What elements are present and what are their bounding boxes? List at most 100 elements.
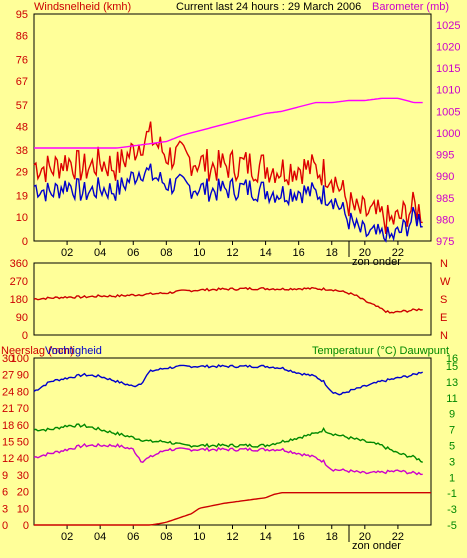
humidity-line bbox=[33, 364, 423, 396]
hum-y-tick-50: 50 bbox=[17, 437, 29, 449]
rain-y-tick-27: 27 bbox=[2, 370, 14, 382]
baro-y-tick-1015: 1015 bbox=[436, 63, 460, 75]
humidity-axis-title: Vochtigheid bbox=[45, 345, 102, 357]
temp-y-tick-15: 15 bbox=[446, 361, 458, 373]
baro-y-tick-1000: 1000 bbox=[436, 128, 460, 140]
hum-y-tick-40: 40 bbox=[17, 453, 29, 465]
wind-plot-frame bbox=[33, 13, 432, 242]
hum-y-tick-90: 90 bbox=[17, 370, 29, 382]
dir-compass-3: E bbox=[440, 312, 447, 324]
chart-title: Current last 24 hours : 29 March 2006 bbox=[176, 1, 361, 13]
x-tick-label-hum-02: 02 bbox=[61, 531, 73, 543]
hum-y-tick-0: 0 bbox=[23, 520, 29, 532]
baro-y-tick-990: 990 bbox=[436, 171, 454, 183]
sunset-label-bottom: zon onder bbox=[352, 540, 401, 552]
wind-y-tick-95: 95 bbox=[16, 9, 28, 21]
dir-y-tick-90: 90 bbox=[16, 312, 28, 324]
hum-y-tick-20: 20 bbox=[17, 487, 29, 499]
hum-y-tick-10: 10 bbox=[17, 503, 29, 515]
dewpoint-line bbox=[33, 442, 423, 476]
baro-y-tick-995: 995 bbox=[436, 150, 454, 162]
x-tick-label-wind-04: 04 bbox=[94, 247, 106, 259]
dir-y-tick-270: 270 bbox=[10, 276, 28, 288]
hum-y-tick-30: 30 bbox=[17, 470, 29, 482]
x-tick-label-hum-16: 16 bbox=[293, 531, 305, 543]
barometer-axis-title: Barometer (mb) bbox=[372, 1, 449, 13]
wind-y-tick-57: 57 bbox=[16, 100, 28, 112]
rain-line bbox=[34, 492, 431, 526]
x-tick-label-hum-20: 20 bbox=[359, 531, 371, 543]
x-tick-label-wind-06: 06 bbox=[127, 247, 139, 259]
wind-axis-title: Windsnelheid (kmh) bbox=[34, 1, 131, 13]
dir-compass-1: W bbox=[440, 276, 451, 288]
rain-y-tick-3: 3 bbox=[2, 503, 8, 515]
wind-y-tick-48: 48 bbox=[16, 121, 28, 133]
temp-y-tick-13: 13 bbox=[446, 377, 458, 389]
dir-y-tick-180: 180 bbox=[10, 294, 28, 306]
temperature-line bbox=[33, 423, 423, 463]
hum-y-tick-80: 80 bbox=[17, 386, 29, 398]
rain-y-tick-18: 18 bbox=[2, 420, 14, 432]
rain-y-tick-21: 21 bbox=[2, 403, 14, 415]
wind-y-tick-76: 76 bbox=[16, 54, 28, 66]
temp-y-tick-11: 11 bbox=[446, 393, 457, 405]
x-tick-label-hum-14: 14 bbox=[259, 531, 271, 543]
baro-y-tick-980: 980 bbox=[436, 214, 454, 226]
baro-y-tick-1020: 1020 bbox=[436, 41, 460, 53]
rain-axis-title: Neerslag (mm) bbox=[1, 345, 74, 357]
x-tick-label-hum-18: 18 bbox=[326, 531, 338, 543]
wind-y-tick-19: 19 bbox=[16, 191, 28, 203]
temp-y-tick--5: -5 bbox=[447, 520, 457, 532]
x-tick-label-wind-18: 18 bbox=[326, 247, 338, 259]
rain-y-tick-9: 9 bbox=[2, 470, 8, 482]
baro-y-tick-1010: 1010 bbox=[436, 85, 460, 97]
rain-y-tick-24: 24 bbox=[2, 386, 14, 398]
dir-compass-2: S bbox=[440, 294, 447, 306]
baro-y-tick-985: 985 bbox=[436, 193, 454, 205]
x-tick-label-wind-22: 22 bbox=[392, 247, 404, 259]
baro-y-tick-1025: 1025 bbox=[436, 20, 460, 32]
x-tick-label-hum-04: 04 bbox=[94, 531, 106, 543]
temp-y-tick-5: 5 bbox=[449, 440, 455, 452]
wind-direction-line bbox=[33, 286, 423, 314]
wind-y-tick-10: 10 bbox=[16, 212, 28, 224]
temp-y-tick--3: -3 bbox=[447, 504, 457, 516]
hum-y-tick-100: 100 bbox=[11, 353, 29, 365]
temp-y-tick-16: 16 bbox=[446, 353, 458, 365]
wind-y-tick-38: 38 bbox=[16, 145, 28, 157]
rain-y-tick-30: 30 bbox=[2, 353, 14, 365]
x-tick-label-hum-22: 22 bbox=[392, 531, 404, 543]
barometer-line bbox=[34, 97, 423, 149]
wind-y-tick-86: 86 bbox=[16, 31, 28, 43]
hum-y-tick-70: 70 bbox=[17, 403, 29, 415]
x-tick-label-wind-14: 14 bbox=[259, 247, 271, 259]
x-tick-label-wind-20: 20 bbox=[359, 247, 371, 259]
dir-compass-0: N bbox=[440, 258, 448, 270]
x-tick-label-hum-12: 12 bbox=[226, 531, 238, 543]
x-tick-label-hum-08: 08 bbox=[160, 531, 172, 543]
wind-gust-line bbox=[33, 121, 423, 234]
baro-y-tick-1005: 1005 bbox=[436, 106, 460, 118]
x-tick-label-wind-02: 02 bbox=[61, 247, 73, 259]
baro-y-tick-975: 975 bbox=[436, 236, 454, 248]
rain-y-tick-12: 12 bbox=[2, 453, 14, 465]
wind-y-tick-67: 67 bbox=[16, 76, 28, 88]
dir-y-tick-0: 0 bbox=[22, 330, 28, 342]
dir-compass-4: N bbox=[440, 330, 448, 342]
x-tick-label-wind-16: 16 bbox=[293, 247, 305, 259]
temperature-axis-title: Temperatuur (°C) Dauwpunt bbox=[312, 345, 449, 357]
wind-avg-line bbox=[33, 163, 423, 243]
dir-y-tick-360: 360 bbox=[10, 258, 28, 270]
temp-y-tick-1: 1 bbox=[449, 472, 455, 484]
hum-y-tick-60: 60 bbox=[17, 420, 29, 432]
x-tick-label-wind-10: 10 bbox=[193, 247, 205, 259]
temp-y-tick-9: 9 bbox=[449, 409, 455, 421]
temp-y-tick-7: 7 bbox=[449, 425, 455, 437]
sunset-label-top: zon onder bbox=[352, 256, 401, 268]
direction-plot-frame bbox=[33, 262, 432, 336]
x-tick-label-hum-10: 10 bbox=[193, 531, 205, 543]
rain-y-tick-0: 0 bbox=[2, 520, 8, 532]
x-tick-label-wind-08: 08 bbox=[160, 247, 172, 259]
rain-y-tick-6: 6 bbox=[2, 487, 8, 499]
